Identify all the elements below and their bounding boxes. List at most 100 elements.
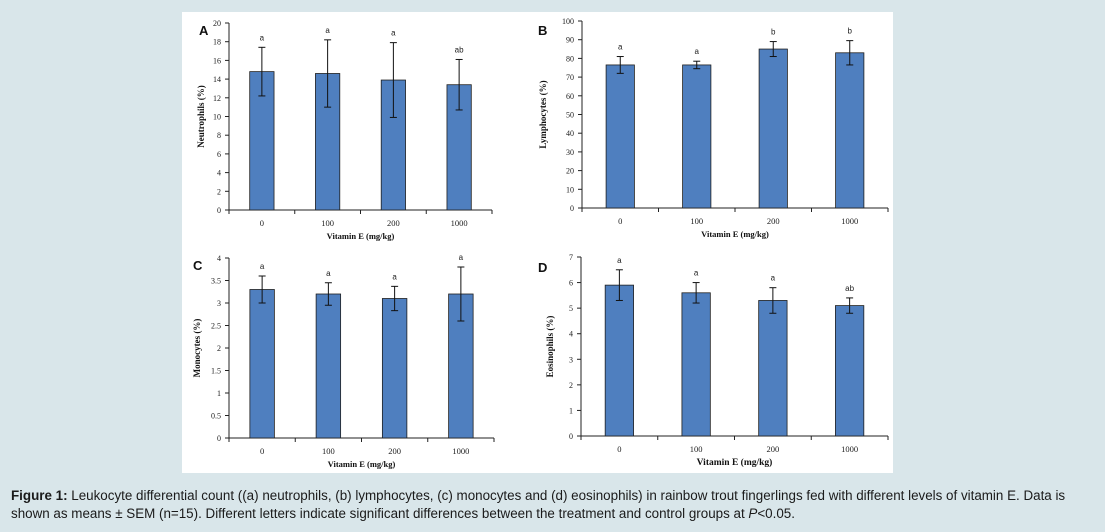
significance-letter: ab (455, 45, 464, 54)
panel-letter: A (199, 23, 209, 38)
y-tick-label: 4 (217, 254, 221, 263)
y-tick-label: 50 (566, 111, 574, 120)
bar (758, 48, 788, 209)
y-axis-title: Eosinophils (%) (545, 316, 555, 378)
chart-panel-b: B 0 10 20 30 40 50 60 70 80 90 100 Lymphocytes (%) a 0… (538, 17, 889, 239)
y-tick-label: 6 (569, 279, 573, 288)
x-tick-label: 200 (767, 444, 780, 454)
significance-letter: a (326, 269, 331, 278)
x-axis-title: Vitamin E (mg/kg) (328, 459, 396, 469)
bar (682, 64, 712, 209)
bar (381, 298, 408, 439)
panel-letter: C (193, 258, 203, 273)
bar (605, 64, 635, 209)
y-tick-label: 3.5 (211, 277, 221, 286)
significance-letter: a (459, 253, 464, 262)
y-tick-label: 100 (562, 17, 574, 26)
chart-panel-d: D 0 1 2 3 4 5 6 7 Eosinophils (%) a 0 a 100 a 200 ab 1000… (538, 253, 889, 468)
caption-p-symbol: P (748, 506, 758, 521)
y-tick-label: 2.5 (211, 322, 221, 331)
significance-letter: a (325, 26, 330, 35)
y-tick-label: 2 (217, 187, 221, 196)
y-tick-label: 0 (217, 206, 221, 215)
y-tick-label: 30 (566, 148, 574, 157)
y-tick-label: 12 (213, 94, 221, 103)
significance-letter: b (848, 27, 853, 36)
chart-panel-a: A 0 2 4 6 8 10 12 14 16 18 20 Neutrophils (%) a 0 a 100 a… (196, 19, 493, 241)
y-tick-label: 60 (566, 92, 574, 101)
y-tick-label: 40 (566, 129, 574, 138)
x-axis-title: Vitamin E (mg/kg) (697, 457, 773, 468)
y-tick-label: 20 (213, 19, 221, 28)
y-tick-label: 70 (566, 73, 574, 82)
x-axis-title: Vitamin E (mg/kg) (327, 231, 395, 241)
y-tick-label: 14 (213, 75, 221, 84)
x-tick-label: 200 (767, 216, 780, 226)
y-tick-label: 16 (213, 56, 221, 65)
significance-letter: a (260, 33, 265, 42)
y-tick-label: 90 (566, 36, 574, 45)
y-tick-label: 1.5 (211, 367, 221, 376)
y-tick-label: 7 (569, 253, 573, 262)
x-tick-label: 0 (618, 216, 622, 226)
x-tick-label: 0 (260, 446, 264, 456)
x-axis-title: Vitamin E (mg/kg) (701, 229, 769, 239)
x-tick-label: 0 (260, 218, 264, 228)
y-tick-label: 80 (566, 54, 574, 63)
x-tick-label: 0 (617, 444, 621, 454)
significance-letter: a (771, 274, 776, 283)
panel-letter: B (538, 23, 547, 38)
caption-text-end: <0.05. (757, 506, 795, 521)
x-tick-label: 200 (388, 446, 401, 456)
y-tick-label: 0 (569, 432, 573, 441)
significance-letter: a (694, 269, 699, 278)
y-tick-label: 5 (569, 304, 573, 313)
significance-letter: b (771, 28, 776, 37)
y-tick-label: 0 (570, 204, 574, 213)
y-tick-label: 3 (569, 355, 573, 364)
significance-letter: ab (845, 284, 854, 293)
chart-panel-c: C 0 0.5 1 1.5 2 2.5 3 3.5 4 Monocytes (%) a 0 a 100 a 20… (192, 253, 495, 469)
y-tick-label: 4 (569, 330, 573, 339)
significance-letter: a (260, 262, 265, 271)
x-tick-label: 100 (321, 218, 334, 228)
x-tick-label: 1000 (451, 218, 468, 228)
bar (681, 292, 711, 437)
bar (835, 305, 865, 437)
bar (758, 300, 788, 437)
y-axis-title: Monocytes (%) (192, 319, 202, 378)
x-tick-label: 100 (690, 216, 703, 226)
y-axis-title: Neutrophils (%) (196, 85, 206, 148)
significance-letter: a (618, 43, 623, 52)
panel-letter: D (538, 260, 547, 275)
bar (315, 293, 342, 439)
y-tick-label: 1 (569, 406, 573, 415)
significance-letter: a (392, 272, 397, 281)
x-tick-label: 1000 (841, 216, 858, 226)
x-tick-label: 100 (322, 446, 335, 456)
bar (835, 52, 865, 209)
x-tick-label: 1000 (452, 446, 469, 456)
bar (249, 289, 275, 439)
significance-letter: a (695, 47, 700, 56)
x-tick-label: 1000 (841, 444, 858, 454)
y-tick-label: 4 (217, 169, 221, 178)
y-tick-label: 0.5 (211, 412, 221, 421)
y-tick-label: 20 (566, 167, 574, 176)
caption-label: Figure 1: (11, 488, 68, 503)
bar (604, 284, 634, 437)
y-tick-label: 10 (566, 185, 574, 194)
y-axis-title: Lymphocytes (%) (538, 80, 548, 148)
y-tick-label: 3 (217, 299, 221, 308)
y-tick-label: 1 (217, 389, 221, 398)
caption-text: Leukocyte differential count ((a) neutro… (11, 488, 1066, 521)
y-tick-label: 18 (213, 38, 221, 47)
significance-letter: a (391, 29, 396, 38)
figure-caption: Figure 1: Leukocyte differential count (… (11, 487, 1096, 523)
y-tick-label: 6 (217, 150, 221, 159)
y-tick-label: 0 (217, 434, 221, 443)
significance-letter: a (617, 256, 622, 265)
y-tick-label: 10 (213, 113, 221, 122)
y-tick-label: 8 (217, 131, 221, 140)
